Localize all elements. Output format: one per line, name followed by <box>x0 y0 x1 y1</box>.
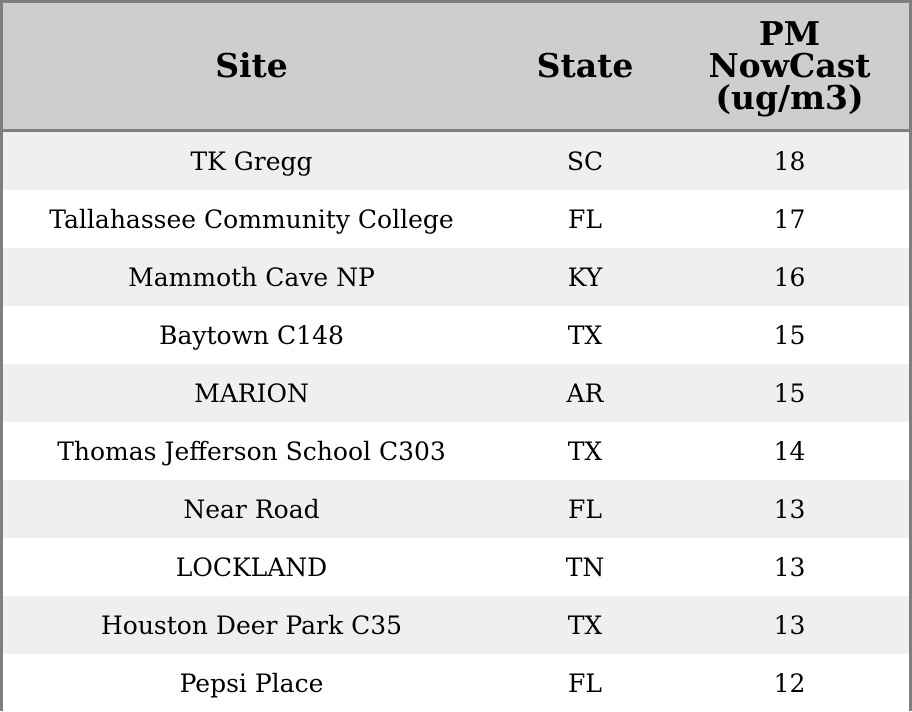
site-cell: Thomas Jefferson School C303 <box>57 436 446 466</box>
pm-value-cell: 12 <box>773 668 806 698</box>
header-state: State <box>500 3 670 129</box>
pm-value-cell: 13 <box>773 494 806 524</box>
table-row: Pepsi Place FL 12 <box>3 654 909 712</box>
site-cell: Baytown C148 <box>159 320 344 350</box>
state-cell: SC <box>566 146 604 176</box>
pm-value-cell: 15 <box>773 320 806 350</box>
state-cell: TX <box>567 610 603 640</box>
table-row: Baytown C148 TX 15 <box>3 306 909 364</box>
site-cell: LOCKLAND <box>175 552 328 582</box>
pm-value-cell: 18 <box>773 146 806 176</box>
site-cell: Tallahassee Community College <box>49 204 454 234</box>
table-body: TK Gregg SC 18 Tallahassee Community Col… <box>3 132 909 712</box>
site-cell: TK Gregg <box>190 146 313 176</box>
site-cell: MARION <box>194 378 309 408</box>
header-pm-label: PM NowCast (ug/m3) <box>708 17 871 117</box>
table-header: Site State PM NowCast (ug/m3) <box>3 3 909 132</box>
header-site: Site <box>3 3 500 129</box>
table-row: Near Road FL 13 <box>3 480 909 538</box>
state-cell: AR <box>566 378 604 408</box>
pm-value-cell: 16 <box>773 262 806 292</box>
site-cell: Near Road <box>183 494 320 524</box>
pm-value-cell: 14 <box>773 436 806 466</box>
header-site-label: Site <box>215 46 288 85</box>
state-cell: TN <box>565 552 605 582</box>
pm-value-cell: 15 <box>773 378 806 408</box>
state-cell: TX <box>567 320 603 350</box>
table-row: Tallahassee Community College FL 17 <box>3 190 909 248</box>
state-cell: FL <box>568 668 602 698</box>
header-pm-line-3: (ug/m3) <box>715 78 864 117</box>
table-row: Thomas Jefferson School C303 TX 14 <box>3 422 909 480</box>
state-cell: TX <box>567 436 603 466</box>
table-row: Mammoth Cave NP KY 16 <box>3 248 909 306</box>
site-cell: Houston Deer Park C35 <box>100 610 403 640</box>
pm-value-cell: 13 <box>773 552 806 582</box>
state-cell: FL <box>568 204 602 234</box>
header-pm-line-2: NowCast <box>708 46 871 85</box>
pm-value-cell: 17 <box>773 204 806 234</box>
site-cell: Pepsi Place <box>179 668 324 698</box>
pm-value-cell: 13 <box>773 610 806 640</box>
state-cell: KY <box>567 262 603 292</box>
header-state-label: State <box>536 46 634 85</box>
header-pm-line-1: PM <box>758 14 821 53</box>
table-row: MARION AR 15 <box>3 364 909 422</box>
site-cell: Mammoth Cave NP <box>128 262 375 292</box>
table-row: Houston Deer Park C35 TX 13 <box>3 596 909 654</box>
table-row: TK Gregg SC 18 <box>3 132 909 190</box>
header-pm-nowcast: PM NowCast (ug/m3) <box>670 3 909 129</box>
state-cell: FL <box>568 494 602 524</box>
table-row: LOCKLAND TN 13 <box>3 538 909 596</box>
